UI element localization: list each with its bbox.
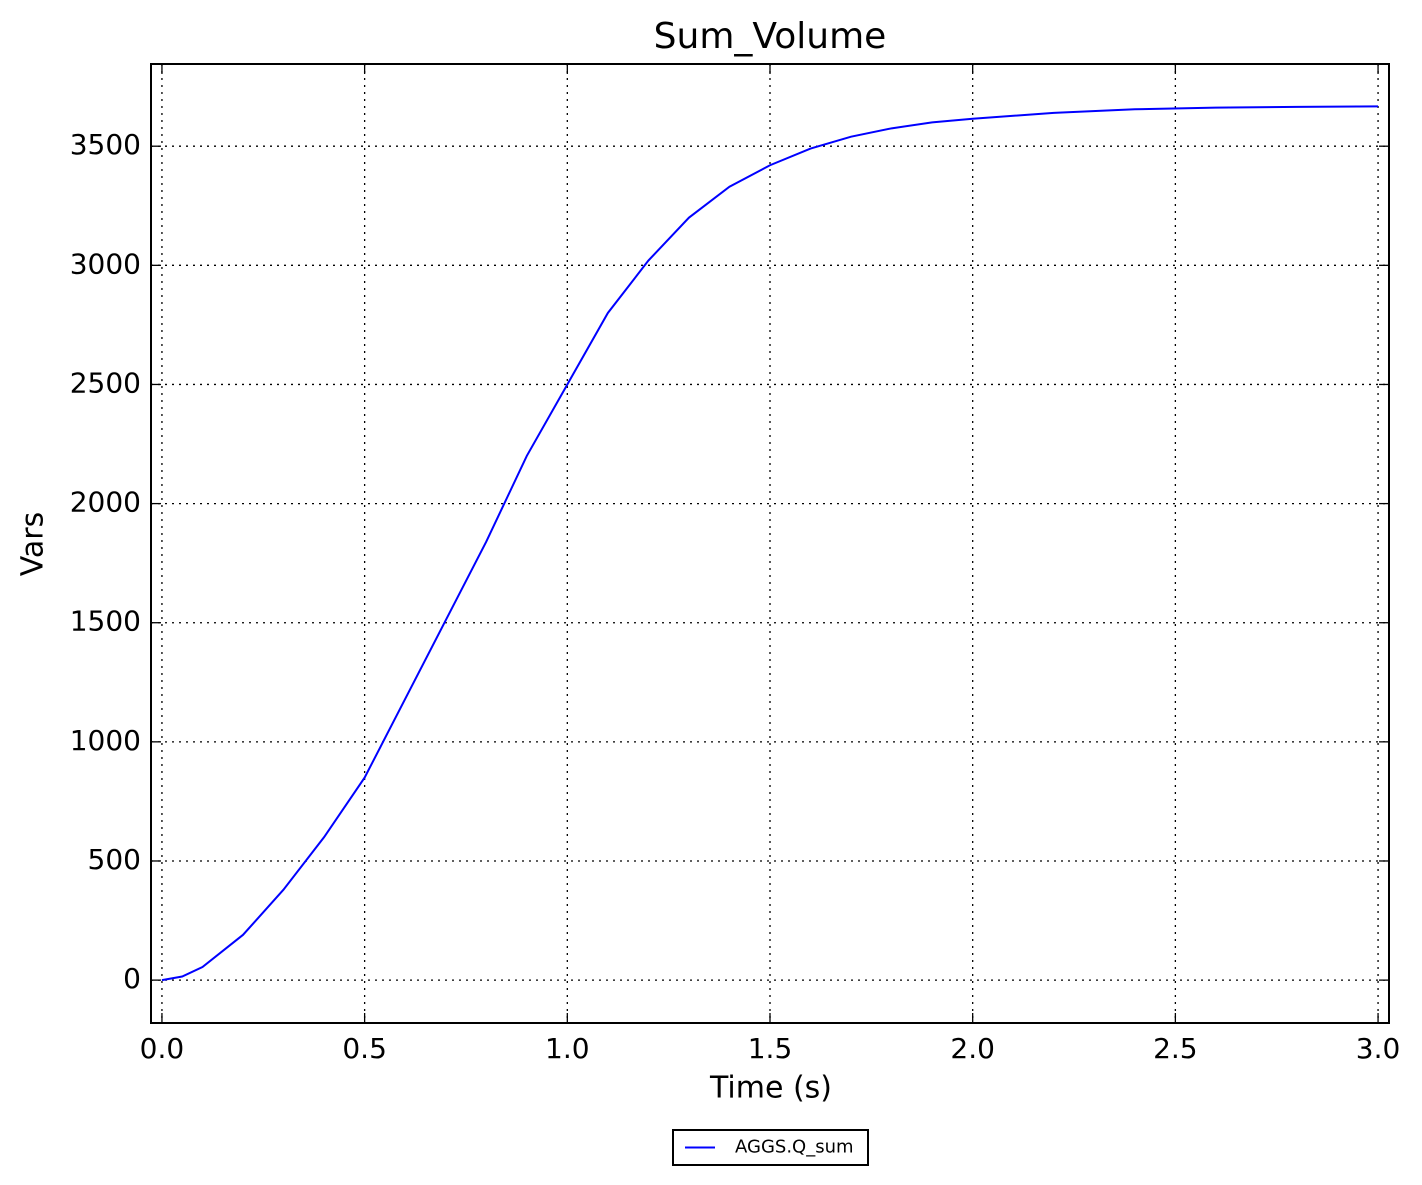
x-tick-label: 2.0 (950, 1032, 995, 1065)
y-axis-label: Vars (16, 512, 51, 577)
data-line (161, 105, 1379, 982)
x-tick-label: 2.5 (1153, 1032, 1198, 1065)
x-axis-label: Time (s) (709, 1071, 832, 1106)
y-tick-label: 0 (123, 962, 141, 995)
legend-label: AGGS.Q_sum (735, 1137, 854, 1158)
x-tick-label: 0.0 (140, 1032, 185, 1065)
x-tick-label: 3.0 (1356, 1032, 1401, 1065)
y-tick-label: 1000 (70, 724, 141, 757)
y-tick-label: 500 (88, 843, 141, 876)
y-tick-label: 2000 (70, 486, 141, 519)
plot-frame (150, 63, 1390, 1024)
chart-title: Sum_Volume (654, 16, 887, 57)
y-tick-label: 3500 (70, 128, 141, 161)
x-tick-label: 1.0 (545, 1032, 590, 1065)
y-tick-label: 1500 (70, 605, 141, 638)
x-tick-label: 1.5 (748, 1032, 793, 1065)
y-tick-label: 2500 (70, 366, 141, 399)
y-tick-label: 3000 (70, 247, 141, 280)
x-tick-label: 0.5 (342, 1032, 387, 1065)
